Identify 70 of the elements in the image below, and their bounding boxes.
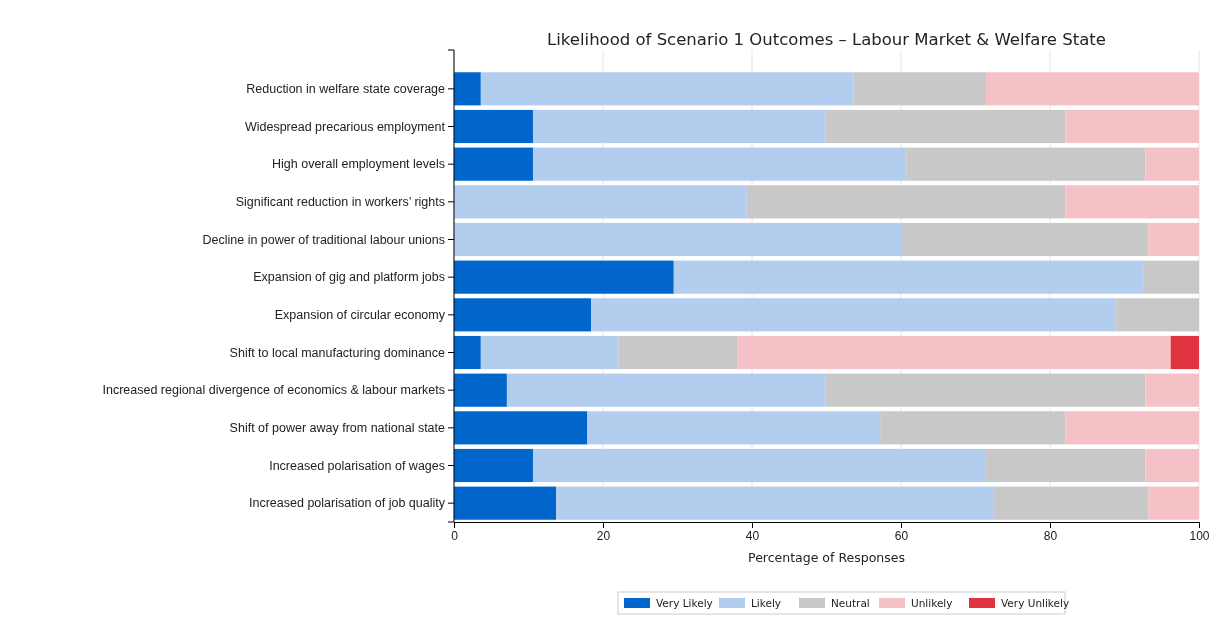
legend-label: Neutral xyxy=(831,597,870,609)
y-tick-label: Increased polarisation of wages xyxy=(269,458,445,473)
bar xyxy=(556,486,995,520)
y-tick-label: Shift of power away from national state xyxy=(229,420,446,435)
x-tick-label: 20 xyxy=(596,528,611,543)
bar xyxy=(480,335,619,370)
legend-label: Unlikely xyxy=(911,597,953,609)
bar xyxy=(1145,147,1199,181)
y-tick-label: Increased polarisation of job quality xyxy=(249,496,446,511)
y-tick-label: Reduction in welfare state coverage xyxy=(246,81,446,96)
bar xyxy=(1148,486,1199,520)
bar xyxy=(480,72,854,106)
y-tick-label: Expansion of circular economy xyxy=(274,307,446,322)
bar xyxy=(532,448,986,483)
bar xyxy=(454,411,588,445)
bar xyxy=(454,486,557,520)
y-tick-label: Widespread precarious employment xyxy=(244,119,446,134)
bar xyxy=(587,411,881,445)
bar xyxy=(618,335,738,370)
bar xyxy=(825,109,1066,144)
bar xyxy=(506,373,826,407)
bar xyxy=(853,72,986,106)
bar xyxy=(880,411,1066,445)
chart-title: Likelihood of Scenario 1 Outcomes – Labour Market & Welfare State xyxy=(547,30,1106,49)
x-tick-label: 100 xyxy=(1189,528,1210,543)
bar xyxy=(906,147,1146,181)
bar xyxy=(454,335,481,370)
y-tick-label: Decline in power of traditional labour unions xyxy=(202,232,445,247)
x-tick-label: 60 xyxy=(894,528,909,543)
bar xyxy=(1065,411,1200,445)
bar xyxy=(901,222,1149,257)
bar xyxy=(1145,448,1199,483)
bar xyxy=(454,373,507,407)
x-axis-title: Percentage of Responses xyxy=(748,550,905,565)
bar xyxy=(454,72,481,106)
bar xyxy=(1148,222,1199,257)
bar xyxy=(737,335,1171,370)
bar xyxy=(985,448,1146,483)
bar xyxy=(454,185,747,219)
bar xyxy=(985,72,1199,106)
y-tick-label: Increased regional divergence of economics & labour markets xyxy=(102,383,445,398)
bar xyxy=(1116,298,1199,332)
bar xyxy=(454,448,533,483)
bar xyxy=(454,109,533,144)
y-tick-label: High overall employment levels xyxy=(272,157,445,172)
bar xyxy=(591,298,1117,332)
x-tick-label: 80 xyxy=(1043,528,1058,543)
bar xyxy=(454,260,674,294)
bar xyxy=(1065,109,1200,144)
bar xyxy=(1170,335,1199,370)
y-tick-label: Shift to local manufacturing dominance xyxy=(229,345,446,360)
bar xyxy=(454,298,592,332)
bar xyxy=(532,109,826,144)
legend-label: Very Unlikely xyxy=(1001,597,1070,609)
x-tick-label: 0 xyxy=(451,528,459,543)
bar xyxy=(825,373,1146,407)
x-tick-label: 40 xyxy=(745,528,760,543)
legend-label: Likely xyxy=(751,597,782,609)
bar xyxy=(532,147,907,181)
bar xyxy=(1145,373,1199,407)
bar xyxy=(1143,260,1199,294)
bar xyxy=(454,222,901,257)
bar xyxy=(994,486,1149,520)
legend-label: Very Likely xyxy=(656,597,713,609)
y-tick-label: Significant reduction in workers’ rights xyxy=(235,194,445,209)
y-tick-label: Expansion of gig and platform jobs xyxy=(253,270,445,285)
bar xyxy=(454,147,533,181)
bar xyxy=(673,260,1144,294)
bar xyxy=(1065,185,1200,219)
bar xyxy=(746,185,1066,219)
